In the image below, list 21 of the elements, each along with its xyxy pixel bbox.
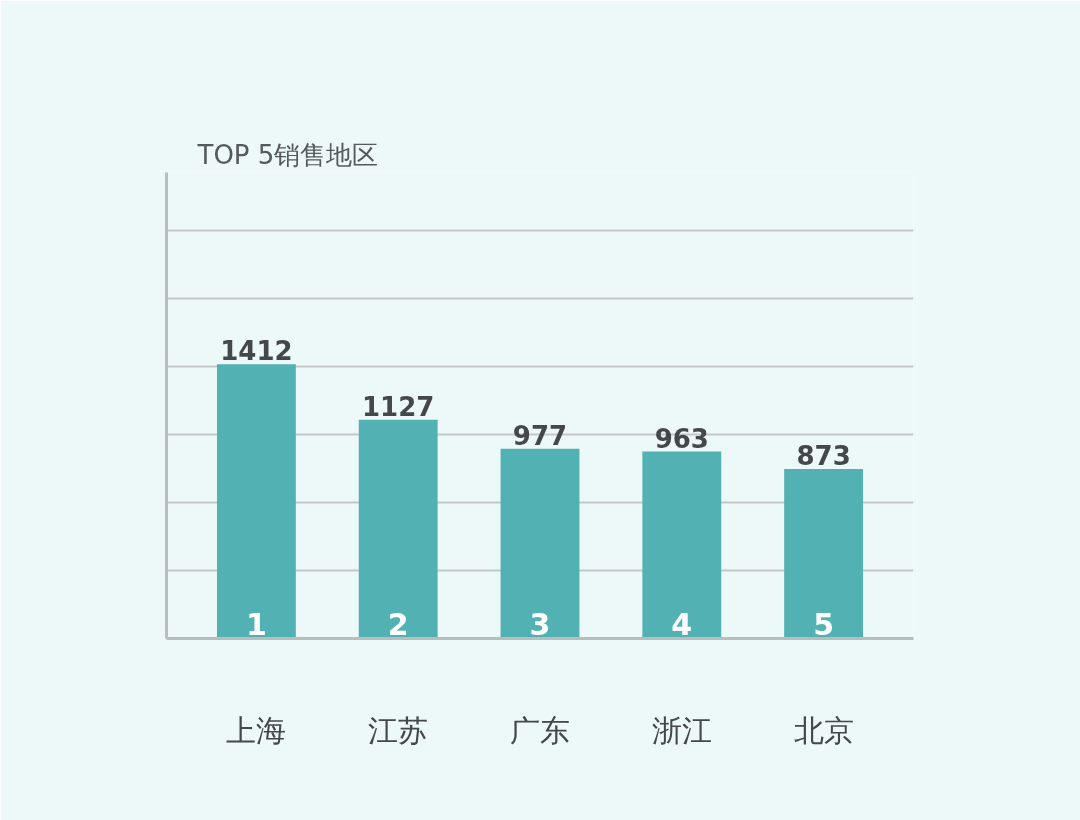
- annotation: 5: [813, 606, 835, 642]
- data-label: 1127: [362, 391, 435, 422]
- chart-title: TOP 5销售地区: [196, 139, 379, 170]
- bar: [784, 468, 864, 639]
- annotation: 4: [671, 606, 693, 642]
- annotation: 3: [529, 606, 551, 642]
- x-tick-label: 广东: [510, 712, 570, 748]
- x-tick-label: 江苏: [368, 712, 429, 748]
- annotation: 1: [245, 606, 267, 642]
- x-tick-label: 上海: [226, 712, 287, 748]
- data-label: 963: [654, 423, 709, 454]
- bar: [500, 448, 580, 639]
- bar: [642, 451, 722, 639]
- annotation: 2: [387, 606, 409, 642]
- data-label: 977: [512, 420, 568, 451]
- bar: [358, 419, 438, 639]
- data-label: 873: [796, 440, 851, 471]
- data-label: 1412: [220, 336, 293, 367]
- bar: [216, 364, 296, 639]
- x-tick-label: 浙江: [651, 712, 712, 748]
- x-tick-label: 北京: [793, 712, 854, 748]
